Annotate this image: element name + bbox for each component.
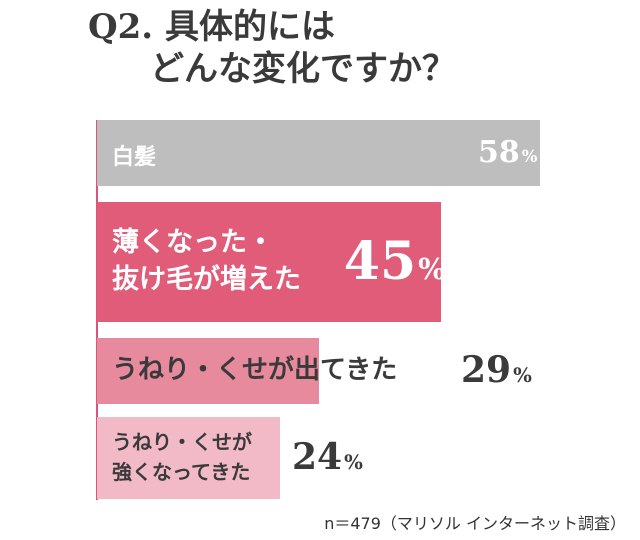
bar-label-3: うねり・くせが出てきた — [112, 355, 398, 385]
bar-value-4: 24% — [292, 436, 363, 479]
bar-value-3: 29% — [461, 349, 532, 392]
bar-2 — [97, 202, 441, 322]
bar-4 — [97, 417, 280, 499]
chart-title-line-1: Q2. 具体的には — [88, 7, 335, 47]
bar-label-4: うねり・くせが 強くなってきた — [112, 430, 252, 484]
bar-label-2: 薄くなった・ 抜け毛が増えた — [112, 227, 301, 295]
bar-value-2: 45% — [343, 230, 446, 292]
sample-note: n＝479（マリソル インターネット調査） — [324, 514, 626, 533]
bar-3 — [97, 338, 319, 404]
chart-title: Q2. 具体的には どんな変化ですか？ — [88, 6, 456, 90]
bar-value-1: 58% — [478, 135, 538, 170]
bar-label-1: 白髪 — [112, 145, 157, 170]
chart-title-line-2: どんな変化ですか？ — [150, 49, 456, 89]
bar-1 — [97, 120, 540, 186]
